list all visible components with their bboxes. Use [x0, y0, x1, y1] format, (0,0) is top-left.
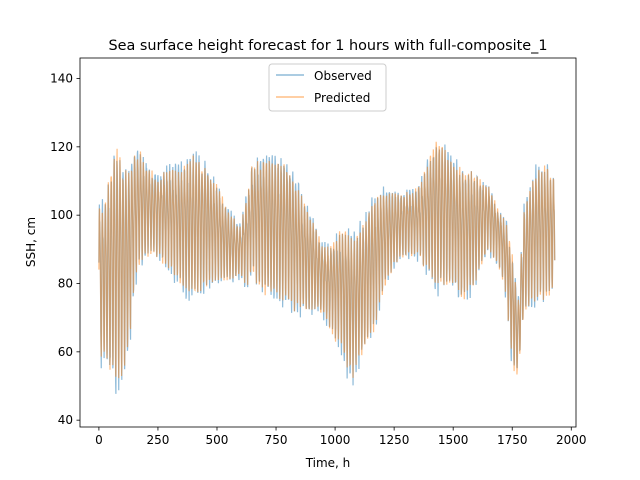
- y-tick-label: 140: [50, 72, 73, 86]
- plot-frame: [79, 57, 577, 428]
- x-tick-label: 0: [95, 433, 103, 447]
- x-tick-label: 750: [265, 433, 288, 447]
- chart-title: Sea surface height forecast for 1 hours …: [109, 38, 548, 54]
- axes: 0 250 500 750 1000 1250 1500 1750 2000 40 60 80 100 1…: [50, 57, 587, 447]
- x-tick-label: 1000: [320, 433, 351, 447]
- x-tick-label: 1250: [379, 433, 410, 447]
- y-tick-label: 120: [50, 140, 73, 154]
- x-tick-label: 2000: [556, 433, 587, 447]
- plot-area: [98, 141, 556, 394]
- x-tick-label: 1750: [497, 433, 528, 447]
- y-tick-label: 40: [58, 413, 73, 427]
- series-layer: [98, 141, 556, 394]
- legend: Observed Predicted: [268, 63, 387, 112]
- legend-observed-label: Observed: [314, 69, 372, 83]
- series-line-predicted: [98, 141, 556, 379]
- x-axis-label: Time, h: [305, 456, 351, 470]
- x-tick-label: 1500: [438, 433, 469, 447]
- y-tick-label: 60: [58, 345, 73, 359]
- legend-predicted-label: Predicted: [314, 91, 370, 105]
- y-tick-label: 100: [50, 208, 73, 222]
- y-axis-label: SSH, cm: [24, 217, 38, 267]
- y-tick-label: 80: [58, 277, 73, 291]
- x-tick-label: 500: [206, 433, 229, 447]
- x-tick-label: 250: [146, 433, 169, 447]
